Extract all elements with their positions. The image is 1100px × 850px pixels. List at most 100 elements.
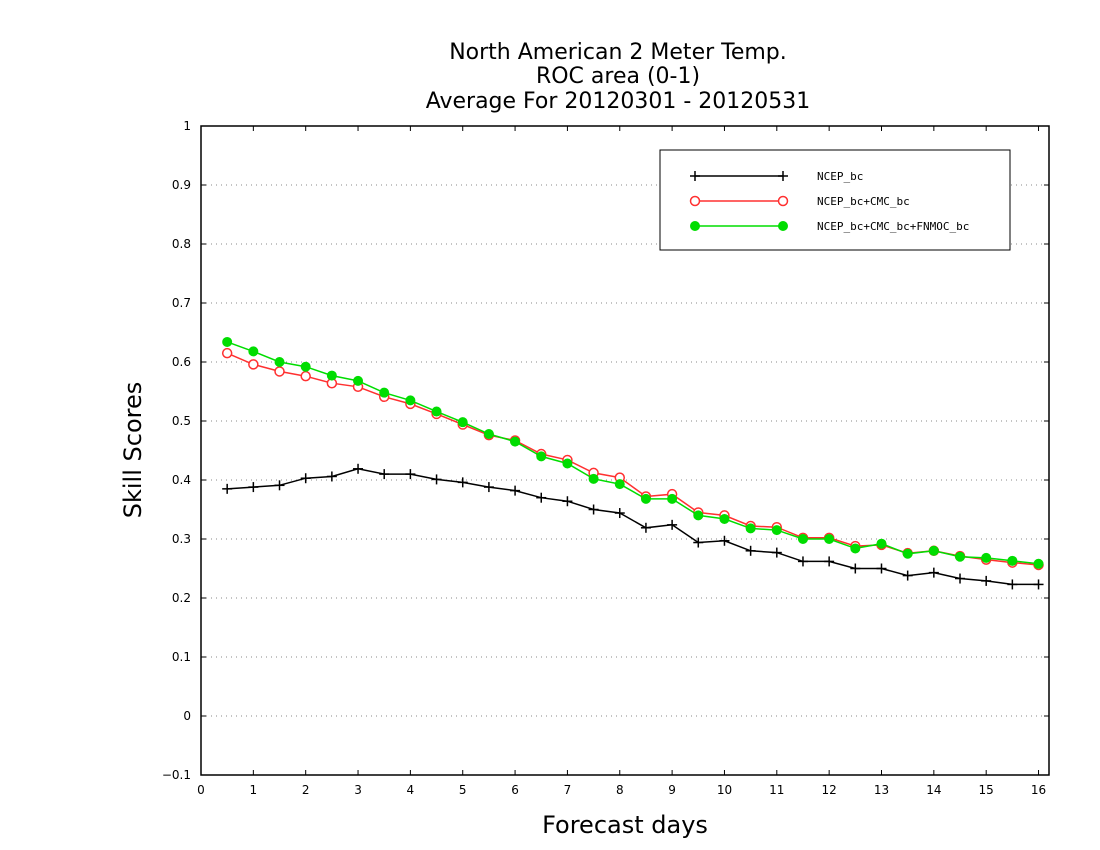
data-point [221,347,233,359]
data-point [876,538,887,549]
x-tick-label: 5 [459,783,467,797]
data-point [981,575,992,586]
data-point [902,548,913,559]
data-point [693,510,704,521]
data-point [745,545,756,556]
x-tick-label: 9 [668,783,676,797]
legend-marker [777,195,789,207]
data-point [300,361,311,372]
data-point [1033,558,1044,569]
data-point [431,406,442,417]
data-point [667,493,678,504]
data-point [1007,555,1018,566]
data-point [640,493,651,504]
legend-marker [778,221,788,231]
x-tick-label: 6 [511,783,519,797]
x-tick-label: 10 [717,783,732,797]
data-point [588,473,599,484]
data-point [300,370,311,382]
series-1 [222,463,1044,590]
x-tick-label: 8 [616,783,624,797]
data-point [850,543,861,554]
data-point [457,477,468,488]
data-point [614,508,625,519]
series-lines [221,336,1044,590]
x-tick-label: 2 [302,783,310,797]
chart-title-line-3: Average For 20120301 - 20120531 [426,89,811,114]
data-point [510,436,521,447]
data-point [326,370,337,381]
data-point [274,357,285,367]
data-point [222,483,233,494]
y-tick-label: 0.4 [172,473,191,487]
data-point [431,474,442,485]
data-point [562,496,573,507]
data-point [483,482,494,493]
data-point [850,563,861,574]
data-point [562,458,573,469]
data-point [928,545,939,556]
series-line [226,352,1039,566]
data-point [824,556,835,567]
legend-label: NCEP_bc [817,170,863,183]
y-tick-label: 0.3 [172,532,191,546]
y-tick-label: 0.8 [172,237,191,251]
data-point [719,535,730,546]
legend-marker [778,171,788,181]
legend-box [659,149,1011,251]
chart-title-line-1: North American 2 Meter Temp. [449,40,787,65]
x-tick-label: 1 [250,783,258,797]
x-tick-label: 0 [197,783,205,797]
legend-item: NCEP_bc+CMC_bc+FNMOC_bc [690,220,969,233]
data-point [876,563,887,574]
data-point [797,534,808,544]
legend-marker [690,221,700,231]
y-axis-ticks: −0.1 0 0.1 0.2 0.3 0.4 0.5 0.6 0.7 0.8 0.9 1 [162,119,1049,782]
data-point [928,567,939,578]
legend: NCEP_bc NCEP_bc+CMC_bc NCEP_bc+CMC_bc+FNMO… [659,149,1011,251]
y-axis-title: Skill Scores [119,382,147,519]
data-point [955,551,966,562]
y-tick-label: 0 [183,709,191,723]
y-tick-label: 0.7 [172,296,191,310]
plot-area-frame [200,125,1050,776]
y-tick-label: 0.6 [172,355,191,369]
data-point [667,519,678,530]
series-3 [222,336,1044,569]
x-axis-ticks: 0 1 2 3 4 5 6 7 8 9 10 11 12 13 14 15 16 [197,126,1046,797]
data-point [797,556,808,567]
legend-item: NCEP_bc [690,170,863,183]
data-point [274,480,285,491]
chart-title: North American 2 Meter Temp. ROC area (0… [426,40,811,114]
legend-item: NCEP_bc+CMC_bc [689,195,910,208]
y-tick-label: −0.1 [162,768,191,782]
data-point [771,525,782,536]
data-point [1007,579,1018,590]
data-point [588,504,599,515]
data-point [640,522,651,533]
y-tick-label: 0.9 [172,178,191,192]
x-tick-label: 16 [1031,783,1046,797]
data-point [614,479,625,490]
x-tick-label: 7 [564,783,572,797]
data-point [955,573,966,584]
y-tick-label: 0.1 [172,650,191,664]
data-point [824,534,835,544]
legend-label: NCEP_bc+CMC_bc+FNMOC_bc [817,220,969,233]
y-tick-label: 1 [183,119,191,133]
x-tick-label: 3 [354,783,362,797]
data-point [326,471,337,482]
data-point [248,482,259,493]
series-line [227,468,1039,586]
y-tick-label: 0.2 [172,591,191,605]
x-tick-label: 13 [874,783,889,797]
x-tick-label: 15 [979,783,994,797]
data-point [693,537,704,548]
data-point [771,547,782,558]
series-2 [221,347,1044,571]
data-point [353,463,364,474]
series-line [226,341,1039,565]
data-point [222,336,233,347]
data-point [536,492,547,503]
